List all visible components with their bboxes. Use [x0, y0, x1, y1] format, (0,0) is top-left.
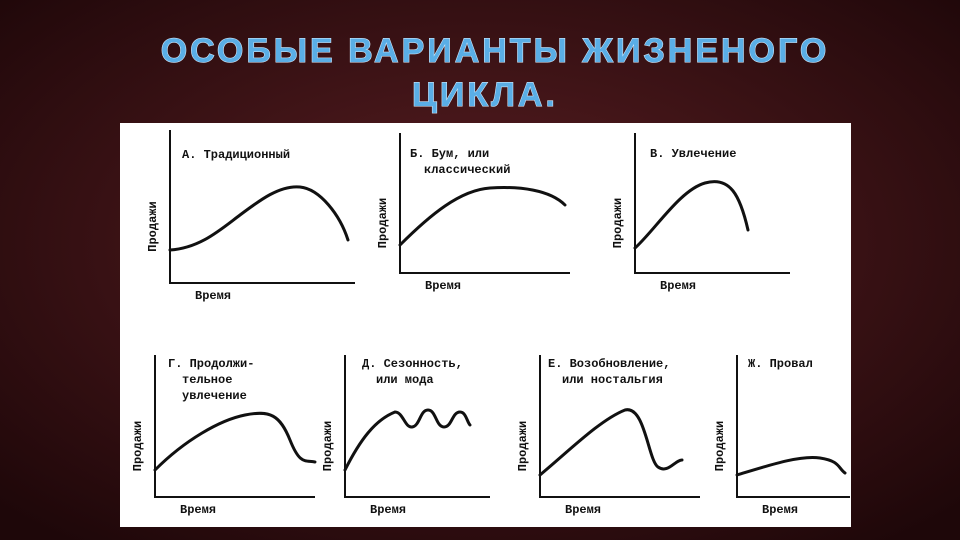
- panels: А. Традиционный Продажи Время Б. Бум, или кл…: [131, 130, 850, 517]
- y-axis-label: Продажи: [321, 421, 335, 471]
- curve: [633, 180, 750, 250]
- panel-label: Ж. Провал: [748, 357, 813, 371]
- y-axis-label: Продажи: [376, 198, 390, 248]
- figure: [120, 123, 851, 527]
- x-axis-label: Время: [660, 279, 696, 293]
- panel-label: классический: [424, 163, 510, 177]
- panel-label: увлечение: [182, 389, 247, 403]
- x-axis-label: Время: [180, 503, 216, 517]
- title-line: ЦИКЛА.: [412, 76, 558, 114]
- curve: [398, 186, 567, 247]
- curve: [343, 408, 472, 472]
- panel-label: тельное: [182, 373, 232, 387]
- curve: [538, 408, 684, 477]
- x-axis-label: Время: [425, 279, 461, 293]
- x-axis-label: Время: [370, 503, 406, 517]
- y-axis-label: Продажи: [611, 198, 625, 248]
- y-axis-label: Продажи: [516, 421, 530, 471]
- y-axis-label: Продажи: [131, 421, 145, 471]
- axes: [539, 355, 700, 498]
- y-axis-label: Продажи: [713, 421, 727, 471]
- panel-label: В. Увлечение: [650, 147, 736, 161]
- curve: [168, 185, 350, 252]
- panel-label: А. Традиционный: [182, 148, 290, 162]
- x-axis-label: Время: [195, 289, 231, 303]
- axes: [634, 133, 790, 274]
- panel-label: Б. Бум, или: [410, 147, 489, 161]
- axes: [399, 133, 570, 274]
- x-axis-label: Время: [762, 503, 798, 517]
- axes: [736, 355, 850, 498]
- y-axis-label: Продажи: [146, 201, 160, 251]
- axes: [344, 355, 490, 498]
- panel-label: Е. Возобновление,: [548, 356, 670, 371]
- axes: [169, 130, 355, 284]
- panel-label: Г. Продолжи-: [168, 357, 254, 371]
- curve: [153, 411, 317, 472]
- panel-label: Д. Сезонность,: [362, 357, 463, 371]
- title-line: ОСОБЫЕ ВАРИАНТЫ ЖИЗНЕНОГО: [161, 32, 830, 70]
- curve: [735, 455, 847, 477]
- panel-label: или ностальгия: [562, 373, 663, 387]
- axes: [154, 355, 315, 498]
- x-axis-label: Время: [565, 503, 601, 517]
- panel-label: или мода: [376, 373, 434, 387]
